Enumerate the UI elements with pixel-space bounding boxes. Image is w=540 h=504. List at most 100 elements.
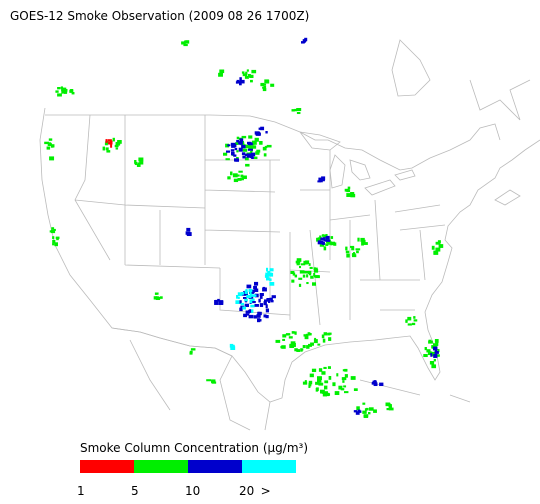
smoke-pixel [56,237,59,241]
smoke-pixel [105,139,108,143]
smoke-pixel [302,345,306,349]
smoke-pixel [234,147,238,151]
smoke-pixel [373,380,377,384]
smoke-pixel [289,344,295,348]
smoke-pixel [296,349,301,352]
smoke-pixel [239,307,243,312]
smoke-pixel [251,298,255,302]
smoke-pixel [241,135,247,139]
smoke-pixel [183,43,188,47]
smoke-pixel [342,380,345,383]
smoke-pixel [136,163,141,167]
smoke-pixel [115,147,119,150]
smoke-pixel [105,147,109,151]
smoke-pixel [353,410,358,413]
smoke-pixel [428,340,433,344]
smoke-pixel [245,144,249,149]
smoke-pixel [413,319,418,322]
smoke-pixel [159,296,163,299]
smoke-pixel [306,345,310,349]
smoke-pixel [53,228,56,231]
smoke-pixel [364,408,367,411]
smoke-pixel [266,298,270,301]
smoke-pixel [156,296,161,301]
smoke-pixel [350,245,355,248]
smoke-pixel [49,156,55,161]
smoke-pixel [217,298,220,302]
smoke-pixel [386,408,390,411]
smoke-pixel [245,289,248,293]
smoke-pixel [47,143,52,146]
legend-swatch [134,460,188,473]
smoke-pixel [259,293,264,297]
smoke-pixel [429,361,435,365]
smoke-pixel [153,296,158,300]
smoke-pixel [357,237,360,242]
smoke-pixel [423,354,428,358]
smoke-pixel [344,391,349,394]
smoke-pixel [303,260,308,265]
us-mexico-border [111,327,233,357]
smoke-pixel [379,382,384,387]
smoke-pixel [318,382,324,386]
smoke-pixel [239,300,242,304]
smoke-pixel [232,344,235,348]
smoke-pixel [433,343,438,347]
smoke-pixel [254,304,259,307]
smoke-pixel [302,274,306,278]
smoke-pixel [369,407,374,411]
smoke-pixel [322,338,326,343]
smoke-pixel [352,254,357,258]
smoke-pixel [431,245,435,250]
smoke-pixel [413,316,416,319]
smoke-pixel [211,380,216,384]
smoke-pixel [263,153,267,157]
smoke-pixel [254,293,259,298]
smoke-pixel [434,351,439,354]
smoke-pixel [248,314,254,319]
smoke-pixel [257,318,261,323]
smoke-pixel [219,72,223,77]
smoke-pixel [237,296,240,299]
smoke-pixel [344,368,348,372]
smoke-pixel [314,267,318,271]
smoke-pixel [332,382,336,387]
smoke-pixel [235,142,239,145]
smoke-pixel [309,272,312,276]
smoke-pixel [407,323,412,326]
smoke-pixel [244,303,250,308]
smoke-pixel [254,288,259,293]
smoke-pixel [259,141,263,145]
smoke-pixel [232,173,238,178]
smoke-pixel [296,258,302,262]
smoke-pixel [239,141,243,145]
smoke-pixel [355,248,361,251]
smoke-pixel [345,246,348,251]
legend-tick-label: 10 [185,484,200,498]
smoke-pixel [291,331,295,334]
smoke-pixel [181,41,186,45]
legend-swatch [188,460,242,473]
smoke-pixel [249,299,253,304]
smoke-pixel [389,406,392,410]
smoke-pixel [109,140,113,145]
smoke-pixel [137,162,143,165]
smoke-pixel [231,144,236,148]
smoke-pixel [49,230,53,233]
smoke-pixel [117,140,122,144]
smoke-pixel [437,349,440,353]
smoke-pixel [346,193,351,197]
smoke-pixel [340,388,345,391]
smoke-pixel [256,314,261,318]
smoke-pixel [229,343,234,348]
smoke-pixel [351,247,355,251]
smoke-pixel [350,376,356,380]
smoke-pixel [313,273,316,277]
smoke-pixel [350,192,355,196]
smoke-pixel [271,295,276,299]
smoke-pixel [251,309,254,313]
smoke-pixel [270,83,275,87]
smoke-pixel [232,143,236,146]
smoke-pixel [304,380,307,383]
smoke-pixel [259,319,262,322]
